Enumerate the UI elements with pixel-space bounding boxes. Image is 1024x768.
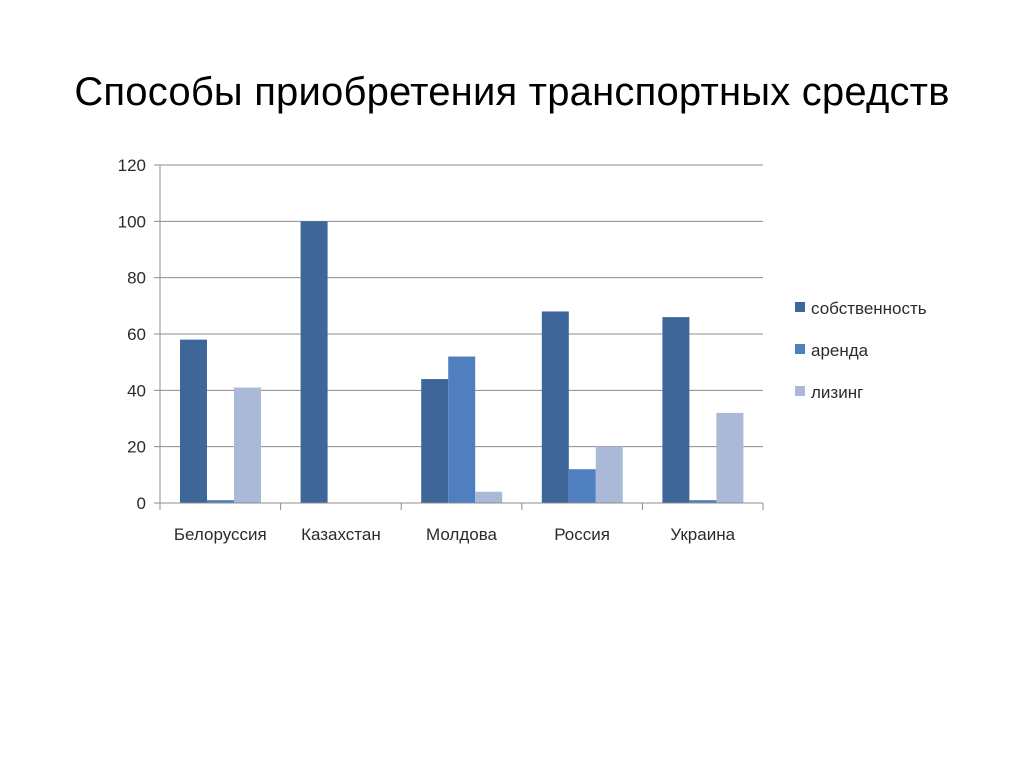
axes	[154, 164, 764, 510]
category-label: Молдова	[426, 525, 498, 544]
legend-label: аренда	[811, 341, 869, 360]
y-tick-label: 60	[127, 325, 146, 344]
y-tick-label: 100	[118, 212, 146, 231]
bar-собственность-Казахстан	[300, 221, 328, 504]
category-label: Украина	[670, 525, 735, 544]
slide-title: Способы приобретения транспортных средст…	[74, 70, 950, 114]
bar-лизинг-Россия	[595, 446, 623, 503]
y-tick-label: 80	[127, 269, 146, 288]
legend-label: собственность	[811, 299, 927, 318]
bars	[180, 221, 744, 504]
category-label: Белоруссия	[174, 525, 267, 544]
bar-лизинг-Молдова	[475, 491, 503, 503]
legend: собственность аренда лизинг	[795, 299, 927, 402]
bar-собственность-Россия	[541, 311, 569, 503]
legend-swatch	[795, 344, 805, 354]
axis-labels: 0 20 40 60 80 100 120 Белоруссия Казахстан Молдов…	[118, 156, 736, 544]
bar-собственность-Украина	[662, 317, 690, 503]
bar-аренда-Молдова	[448, 356, 476, 503]
bar-собственность-Белоруссия	[180, 339, 207, 503]
bar-собственность-Молдова	[421, 379, 449, 503]
bar-аренда-Россия	[568, 469, 596, 503]
y-tick-label: 120	[118, 156, 146, 175]
legend-label: лизинг	[811, 383, 863, 402]
bar-аренда-Украина	[689, 500, 717, 503]
category-label: Казахстан	[301, 525, 381, 544]
y-tick-label: 20	[127, 438, 146, 457]
legend-swatch	[795, 302, 805, 312]
bar-лизинг-Белоруссия	[234, 387, 261, 503]
y-tick-label: 40	[127, 381, 146, 400]
bar-лизинг-Украина	[716, 412, 744, 503]
bar-аренда-Белоруссия	[207, 500, 234, 503]
y-tick-label: 0	[137, 494, 146, 513]
category-label: Россия	[554, 525, 610, 544]
legend-swatch	[795, 386, 805, 396]
